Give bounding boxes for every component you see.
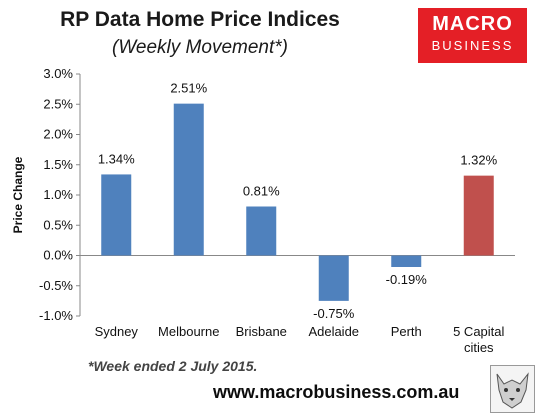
- y-tick-label: 1.0%: [43, 187, 73, 202]
- bar: [463, 175, 494, 256]
- x-tick-label: Melbourne: [158, 324, 219, 339]
- y-tick-label: 2.5%: [43, 96, 73, 111]
- wolf-image: [490, 365, 535, 413]
- y-tick-label: 0.0%: [43, 248, 73, 263]
- data-label: -0.19%: [386, 272, 428, 287]
- x-tick-label: Adelaide: [308, 324, 359, 339]
- bar: [391, 255, 422, 267]
- chart-subtitle: (Weekly Movement*): [112, 37, 288, 58]
- data-label: 1.32%: [460, 153, 497, 168]
- y-tick-label: 1.5%: [43, 157, 73, 172]
- y-tick-label: 2.0%: [43, 127, 73, 142]
- x-tick-label: Brisbane: [236, 324, 287, 339]
- footnote: *Week ended 2 July 2015.: [88, 358, 258, 374]
- x-tick-label: cities: [464, 340, 494, 355]
- y-tick-label: 0.5%: [43, 217, 73, 232]
- data-label: 2.51%: [170, 81, 207, 96]
- bar: [318, 255, 349, 301]
- site-url: www.macrobusiness.com.au: [213, 382, 460, 402]
- data-label: 1.34%: [98, 151, 135, 166]
- bar-chart: 3.0% 2.5% 2.0% 1.5% 1.0% 0.5% 0.0% -0.5% -1.0% Pr…: [11, 66, 515, 355]
- chart-title: RP Data Home Price Indices: [60, 8, 340, 31]
- logo-line-1: MACRO: [432, 13, 513, 35]
- y-tick-label: -1.0%: [39, 308, 73, 323]
- y-tick-label: 3.0%: [43, 66, 73, 81]
- x-tick-label: 5 Capital: [453, 324, 504, 339]
- x-tick-label: Perth: [391, 324, 422, 339]
- bar: [101, 174, 132, 256]
- bar: [173, 103, 204, 256]
- logo-line-2: BUSINESS: [431, 38, 514, 53]
- macrobusiness-logo: MACRO BUSINESS: [418, 8, 527, 63]
- data-label: -0.75%: [313, 306, 355, 321]
- bar: [246, 206, 277, 256]
- y-axis-title: Price Change: [11, 156, 25, 233]
- data-label: 0.81%: [243, 183, 280, 198]
- x-tick-label: Sydney: [95, 324, 139, 339]
- y-tick-label: -0.5%: [39, 278, 73, 293]
